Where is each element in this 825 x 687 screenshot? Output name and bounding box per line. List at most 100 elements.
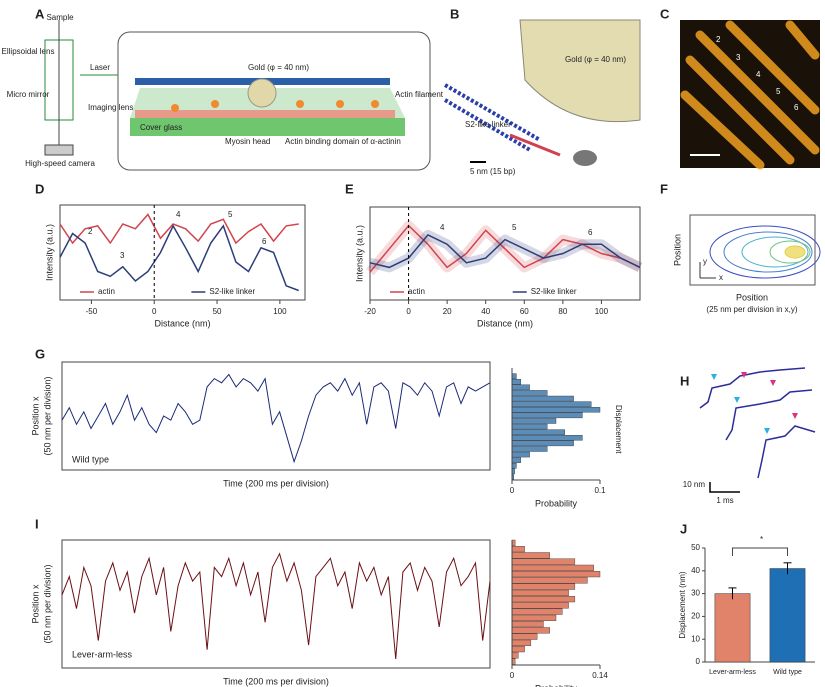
y-axis-label: (50 nm per division) [42,564,52,643]
c-label: 6 [794,103,799,112]
hist-bar [512,553,550,559]
x-axis-label: Probability [535,683,578,687]
f-xlabel: Position [736,292,768,302]
series-line [62,375,490,462]
hist-bar [512,571,600,577]
y-tick-label: 20 [691,612,700,621]
annotation: Wild type [72,454,109,464]
hist-bar [512,374,516,379]
diagram-b: Gold (φ = 40 nm) S2-like linker 5 nm (15… [445,20,640,176]
annotation: 2 [88,227,93,236]
plot-frame [62,362,490,470]
x-tick-label: -20 [364,307,376,316]
hist-bar [512,452,530,457]
hist-bar [512,578,587,584]
hist-bar [512,458,521,463]
traces-h [700,368,815,492]
x-axis-label: Distance (nm) [154,318,210,328]
panel-label: H [680,373,689,388]
x-tick-label: Wild type [773,669,802,676]
a-text: Laser [90,63,110,72]
x-tick-label: 100 [273,307,287,316]
hist-bar [512,603,569,609]
hist-bar [512,634,537,640]
hist-bar [512,418,556,423]
a-text: Actin binding domain of α-actinin [285,137,401,146]
y-axis-label: (50 nm per division) [42,376,52,455]
a-text: Actin filament [395,90,444,99]
hist-bar [512,615,556,621]
x-tick-label: 20 [443,307,452,316]
panel-label: F [660,181,668,196]
hist-bar [512,546,525,552]
x-tick-label: 50 [213,307,222,316]
annotation: 5 [228,210,233,219]
hist-bar [512,435,582,440]
hist-bar [512,413,582,418]
annotation: Lever-arm-less [72,649,133,659]
hist-bar [512,424,547,429]
hist-bar [512,463,516,468]
b-text: 5 nm (15 bp) [470,167,516,176]
hist-bar [512,385,530,390]
annotation: 3 [120,251,125,260]
a-text: Sample [46,13,74,22]
hist-bar [512,596,575,602]
annotation: 4 [440,223,445,232]
y-tick-label: 30 [691,589,700,598]
diagram-a: Sample Ellipsoidal lens Laser Micro mirr… [2,13,444,170]
y-tick-label: 10 [691,634,700,643]
hist-bar [512,396,574,401]
y-axis-label: Position x [30,584,40,624]
x-tick-label: 40 [481,307,490,316]
panel-label: E [345,181,354,196]
x-tick-label: 100 [595,307,609,316]
x-tick-label: Lever-arm-less [709,669,756,676]
y-tick-label: 40 [691,566,700,575]
f-axis: y [703,257,707,266]
hist-bar [512,653,518,659]
bracket [733,548,788,556]
panel-label: J [680,521,687,536]
c-label: 4 [756,70,761,79]
annotation: * [760,535,763,544]
a-text: Cover glass [140,123,182,132]
f-xlabel: (25 nm per division in x,y) [706,305,797,314]
x-tick-label: -50 [86,307,98,316]
a-text: Imaging lens [88,103,133,112]
legend-label: S2-like linker [209,287,255,296]
hist-bar [512,407,600,412]
annotation: 6 [588,228,593,237]
x-axis-label: Distance (nm) [477,318,533,328]
hist-bar [512,621,543,627]
bar [715,594,750,662]
hist-bar [512,430,565,435]
f-axis: x [719,273,723,282]
a-text: Micro mirror [7,90,50,99]
page: {"figure":{ "panel_labels":["A","B","C",… [0,0,825,687]
c-label: 2 [716,35,721,44]
x-tick-label: 80 [558,307,567,316]
annotation: Displacement [614,405,623,454]
x-tick-label: 0 [510,671,515,680]
b-text: Gold (φ = 40 nm) [565,55,626,64]
panel-label: A [35,6,45,21]
x-axis-label: Time (200 ms per division) [223,676,329,686]
a-text: Myosin head [225,137,270,146]
c-label: 3 [736,53,741,62]
panel-label: D [35,181,44,196]
h-scale: 1 ms [716,496,733,505]
a-text: Ellipsoidal lens [2,47,55,56]
hist-bar [512,379,521,384]
hist-bar [512,565,594,571]
image-c: 2 3 4 5 6 [680,20,820,168]
x-tick-label: 0.1 [594,486,606,495]
hist-bar [512,628,550,634]
contour-f: y x Position Position (25 nm per divisio… [672,215,820,314]
panel-label: C [660,6,670,21]
y-axis-label: Intensity (a.u.) [44,224,54,281]
annotation: 6 [262,237,267,246]
a-text: High-speed camera [25,159,95,168]
x-tick-label: 60 [520,307,529,316]
legend-label: S2-like linker [531,287,577,296]
